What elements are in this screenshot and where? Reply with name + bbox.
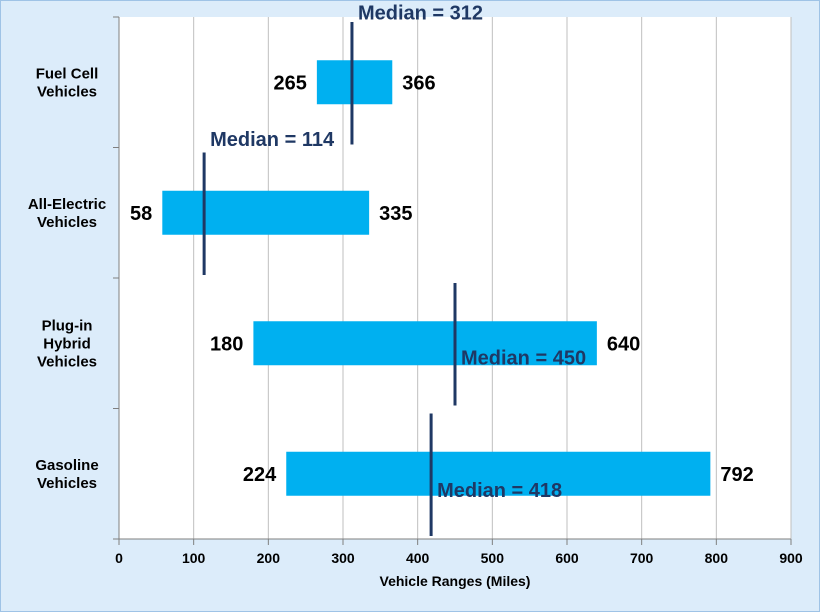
category-label-line: Vehicles (37, 353, 97, 370)
max-value-label: 366 (402, 72, 435, 94)
median-label-prefix: Median = (461, 347, 553, 369)
x-tick-label-800: 800 (705, 550, 729, 566)
x-tick-label-300: 300 (331, 550, 355, 566)
category-label: Gasoline Vehicles (35, 457, 98, 492)
x-tick-label-100: 100 (182, 550, 206, 566)
x-tick-label-0: 0 (115, 550, 123, 566)
median-label-value: 114 (302, 129, 335, 151)
x-tick-label-900: 900 (779, 550, 803, 566)
category-label: Fuel Cell Vehicles (36, 65, 99, 100)
median-label-prefix: Median = (437, 480, 529, 502)
max-value-label: 792 (720, 464, 753, 486)
median-label-prefix: Median = (210, 129, 302, 151)
range-bar (316, 60, 393, 105)
max-value-label: 335 (379, 203, 412, 225)
x-tick-label-600: 600 (555, 550, 579, 566)
min-value-label: 265 (273, 72, 306, 94)
x-tick-label-500: 500 (481, 550, 505, 566)
category-label-line: Vehicles (37, 214, 97, 231)
category-label-line: Gasoline (35, 457, 98, 474)
category-label-line: Vehicles (37, 83, 97, 100)
range-bar (253, 321, 597, 366)
x-tick-label-200: 200 (257, 550, 281, 566)
median-label-value: 450 (553, 347, 586, 369)
median-label-prefix: Median = (358, 2, 450, 24)
max-value-label: 640 (607, 333, 640, 355)
median-label-value: 418 (529, 480, 562, 502)
median-label: Median = 450 (461, 347, 586, 369)
category-label: All-Electric Vehicles (28, 196, 106, 231)
range-bar (162, 190, 370, 235)
category-label-line: All-Electric (28, 196, 106, 213)
range-bar (286, 451, 711, 496)
x-tick-label-700: 700 (630, 550, 654, 566)
median-label: Median = 418 (437, 480, 562, 502)
category-label-line: Hybrid (43, 335, 91, 352)
category-label: Plug-in Hybrid Vehicles (37, 317, 97, 370)
median-label: Median = 312 (358, 2, 483, 24)
x-axis-title: Vehicle Ranges (Miles) (380, 573, 531, 589)
category-label-line: Fuel Cell (36, 65, 99, 82)
category-label-line: Vehicles (37, 475, 97, 492)
median-label-value: 312 (450, 2, 483, 24)
min-value-label: 58 (130, 203, 152, 225)
category-label-line: Plug-in (42, 317, 93, 334)
min-value-label: 224 (243, 464, 277, 486)
median-label: Median = 114 (210, 129, 335, 151)
x-tick-label-400: 400 (406, 550, 430, 566)
min-value-label: 180 (210, 333, 243, 355)
